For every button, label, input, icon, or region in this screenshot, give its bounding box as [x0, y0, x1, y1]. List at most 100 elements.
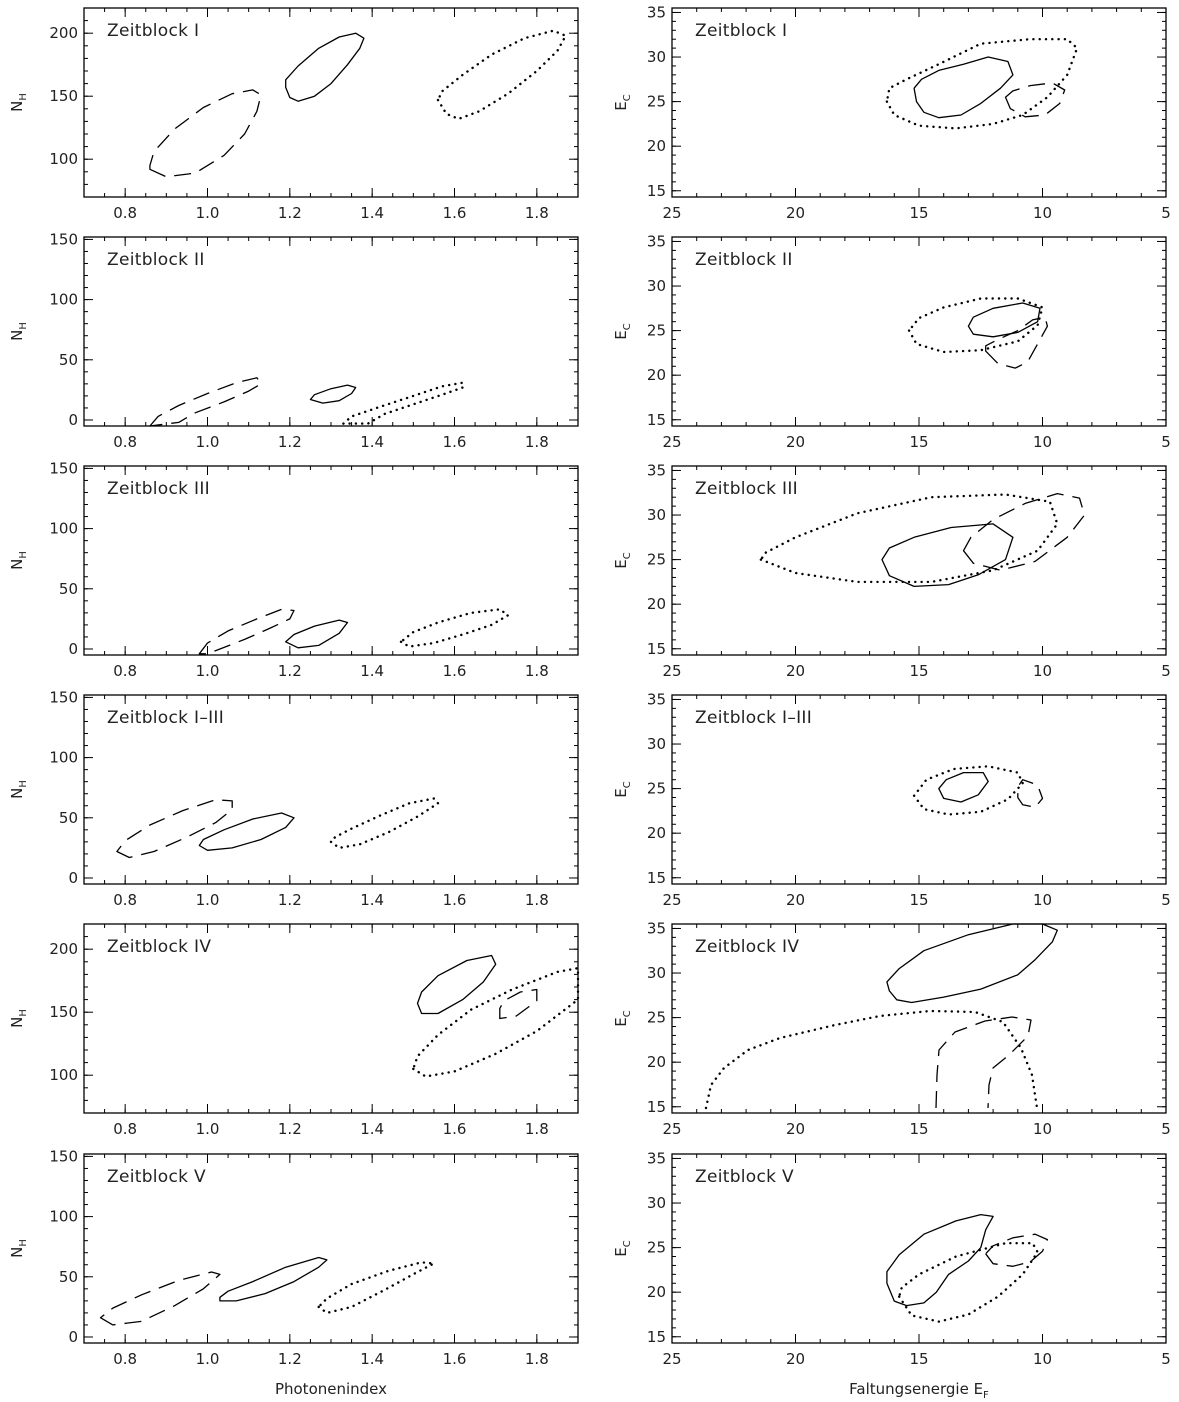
contour-solid	[938, 771, 989, 803]
y-tick-label: 100	[49, 1066, 78, 1084]
panel-left-4: 0.8 1.0 1.2 1.4 1.6 1.8 100 150 200 NH Zeitblock I…	[8, 923, 580, 1138]
y-axis-label: NH	[8, 551, 29, 570]
x-tick-label: 1.0	[196, 891, 220, 909]
x-tick-label: 1.8	[525, 1120, 549, 1138]
x-tick-label: 5	[1161, 1350, 1171, 1368]
panel-left-3: 0.8 1.0 1.2 1.4 1.6 1.8 0 50 100 150 NH Zeitblock I…	[8, 688, 579, 909]
contour-dashed	[116, 799, 233, 859]
contour-solid	[219, 1256, 328, 1302]
x-tick-label: 10	[1033, 1120, 1052, 1138]
x-tick-label: 25	[662, 1350, 681, 1368]
y-tick-label: 25	[647, 1239, 666, 1257]
y-tick-label: 150	[49, 1003, 78, 1021]
y-tick-label: 25	[647, 780, 666, 798]
x-tick-label: 1.2	[278, 891, 302, 909]
x-tick-label: 10	[1033, 433, 1052, 451]
panel-right-5: 25 20 15 10 5 15 20 25 30 35 EC Zeitblock V Faltungs…	[612, 1149, 1171, 1401]
y-axis-label: NH	[8, 1239, 29, 1258]
contour-dotted	[317, 1261, 436, 1315]
contour-dashed-open	[935, 1016, 1032, 1109]
x-tick-label: 1.6	[443, 891, 467, 909]
contour-dashed	[99, 1271, 221, 1326]
y-tick-label: 20	[647, 137, 666, 155]
x-tick-label: 1.0	[196, 1120, 220, 1138]
y-tick-label: 20	[647, 366, 666, 384]
contour-solid	[913, 56, 1014, 119]
y-axis-label: NH	[8, 322, 29, 341]
x-tick-label: 1.4	[360, 662, 384, 680]
contour-dotted	[436, 29, 567, 121]
x-tick-label: 25	[662, 433, 681, 451]
y-tick-label: 15	[647, 869, 666, 887]
x-tick-label: 5	[1161, 1120, 1171, 1138]
y-tick-label: 30	[647, 506, 666, 524]
contour-dotted	[885, 38, 1079, 130]
y-tick-label: 35	[647, 461, 666, 479]
x-tick-label: 1.2	[278, 1120, 302, 1138]
y-tick-label: 150	[49, 688, 78, 706]
x-tick-label: 0.8	[113, 204, 137, 222]
x-tick-label: 5	[1161, 662, 1171, 680]
contour-dotted	[329, 797, 440, 850]
x-tick-label: 1.4	[360, 1120, 384, 1138]
contour-dashed	[985, 316, 1049, 369]
contour-dashed	[149, 377, 262, 427]
y-axis-label: EC	[612, 323, 633, 339]
contour-solid	[285, 619, 349, 649]
y-tick-label: 35	[647, 919, 666, 937]
x-tick-label: 20	[786, 1350, 805, 1368]
x-tick-label: 1.6	[443, 662, 467, 680]
contour-dotted	[898, 1242, 1039, 1323]
contour-dashed	[1017, 779, 1044, 808]
contour-solid	[967, 302, 1041, 338]
y-axis-label: EC	[612, 1240, 633, 1256]
x-tick-label: 25	[662, 891, 681, 909]
x-tick-label: 1.8	[525, 891, 549, 909]
y-tick-label: 35	[647, 232, 666, 250]
contour-solid	[198, 812, 295, 851]
x-tick-label: 15	[909, 1120, 928, 1138]
y-tick-label: 50	[59, 1268, 78, 1286]
contour-dashed	[499, 988, 538, 1020]
x-axis-title: Faltungsenergie EF	[849, 1380, 989, 1401]
y-tick-label: 15	[647, 640, 666, 658]
contour-dotted	[912, 765, 1024, 816]
y-tick-label: 25	[647, 322, 666, 340]
x-tick-label: 25	[662, 204, 681, 222]
y-tick-label: 30	[647, 1194, 666, 1212]
y-tick-label: 15	[647, 411, 666, 429]
x-tick-label: 5	[1161, 891, 1171, 909]
x-tick-label: 1.4	[360, 891, 384, 909]
y-tick-label: 20	[647, 1283, 666, 1301]
y-tick-label: 50	[59, 351, 78, 369]
panel-label: Zeitblock V	[695, 1167, 794, 1187]
x-tick-label: 1.8	[525, 433, 549, 451]
x-tick-label: 5	[1161, 204, 1171, 222]
contour-dotted	[759, 493, 1059, 584]
x-tick-label: 1.0	[196, 204, 220, 222]
x-tick-label: 1.4	[360, 433, 384, 451]
panel-label: Zeitblock I	[695, 21, 787, 41]
y-tick-label: 100	[49, 291, 78, 309]
x-tick-label: 1.6	[443, 1350, 467, 1368]
y-tick-label: 0	[68, 640, 78, 658]
contour-dashed	[198, 608, 295, 655]
x-tick-label: 0.8	[113, 1350, 137, 1368]
x-tick-label: 1.6	[443, 204, 467, 222]
y-tick-label: 0	[68, 869, 78, 887]
contour-solid	[886, 923, 1058, 1004]
y-tick-label: 35	[647, 690, 666, 708]
contour-dashed	[985, 1233, 1049, 1267]
panel-left-1: 0.8 1.0 1.2 1.4 1.6 1.8 0 50 100 150 NH Zeitblock I…	[8, 230, 579, 451]
y-axis-label: EC	[612, 94, 633, 110]
x-tick-label: 10	[1033, 662, 1052, 680]
panel-label: Zeitblock III	[107, 479, 210, 499]
x-tick-label: 0.8	[113, 891, 137, 909]
x-tick-label: 15	[909, 1350, 928, 1368]
contour-solid	[285, 32, 365, 102]
x-tick-label: 1.2	[278, 204, 302, 222]
y-tick-label: 200	[49, 940, 78, 958]
panel-label: Zeitblock II	[107, 250, 205, 270]
contour-solid	[309, 384, 357, 404]
